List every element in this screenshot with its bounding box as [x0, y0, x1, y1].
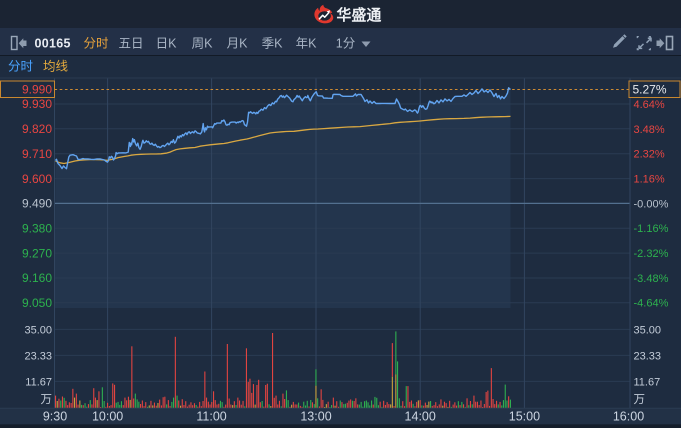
svg-text:1.16%: 1.16%	[634, 174, 665, 186]
svg-text:1分: 1分	[336, 37, 355, 51]
svg-text:季K: 季K	[262, 37, 284, 51]
svg-text:9.050: 9.050	[22, 296, 52, 310]
svg-text:-0.00%: -0.00%	[634, 198, 669, 210]
svg-text:年K: 年K	[296, 37, 318, 51]
svg-text:华盛通: 华盛通	[337, 6, 382, 24]
svg-text:9:30: 9:30	[43, 410, 67, 424]
svg-text:日K: 日K	[156, 37, 178, 51]
svg-text:16:00: 16:00	[613, 410, 644, 424]
svg-text:万: 万	[634, 394, 646, 406]
svg-text:14:00: 14:00	[405, 410, 436, 424]
svg-text:9.270: 9.270	[22, 246, 52, 260]
svg-text:-3.48%: -3.48%	[634, 273, 669, 285]
svg-text:万: 万	[41, 394, 53, 406]
svg-text:9.820: 9.820	[22, 122, 52, 136]
svg-text:00165: 00165	[35, 37, 71, 51]
svg-text:-4.64%: -4.64%	[634, 298, 669, 310]
svg-text:9.710: 9.710	[22, 147, 52, 161]
svg-text:分时: 分时	[83, 37, 109, 51]
svg-text:9.490: 9.490	[22, 197, 52, 211]
svg-text:11.67: 11.67	[25, 376, 52, 388]
svg-text:-1.16%: -1.16%	[634, 223, 669, 235]
svg-text:3.48%: 3.48%	[634, 124, 665, 136]
svg-text:13:00: 13:00	[300, 410, 331, 424]
svg-text:4.64%: 4.64%	[634, 99, 665, 111]
svg-text:11.67: 11.67	[634, 376, 661, 388]
svg-text:均线: 均线	[43, 60, 69, 74]
svg-text:周K: 周K	[192, 37, 214, 51]
svg-text:35.00: 35.00	[634, 324, 662, 336]
svg-text:23.33: 23.33	[634, 350, 662, 362]
svg-text:9.990: 9.990	[22, 83, 52, 97]
svg-text:10:00: 10:00	[92, 410, 123, 424]
svg-text:9.380: 9.380	[22, 221, 52, 235]
svg-text:9.600: 9.600	[22, 172, 52, 186]
svg-text:分时: 分时	[8, 60, 34, 74]
svg-text:23.33: 23.33	[24, 350, 52, 362]
svg-text:5.27%: 5.27%	[633, 83, 667, 97]
svg-text:35.00: 35.00	[24, 324, 52, 336]
svg-text:11:00: 11:00	[196, 410, 226, 424]
svg-text:-2.32%: -2.32%	[634, 248, 669, 260]
svg-text:2.32%: 2.32%	[634, 149, 665, 161]
svg-text:五日: 五日	[118, 37, 143, 51]
svg-text:9.160: 9.160	[22, 271, 52, 285]
svg-text:月K: 月K	[227, 37, 249, 51]
svg-text:15:00: 15:00	[509, 410, 540, 424]
svg-text:9.930: 9.930	[22, 97, 52, 111]
